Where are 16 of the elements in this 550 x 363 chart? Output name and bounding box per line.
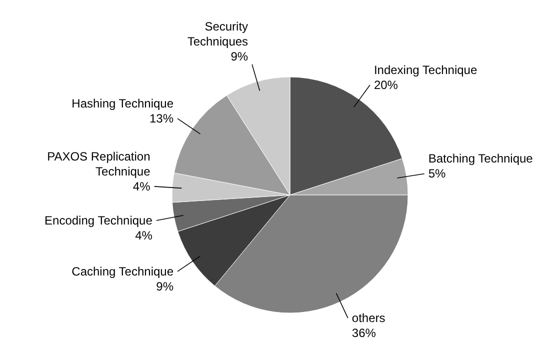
data-label: 20% (374, 78, 398, 92)
slice-label: Security Techniques (187, 19, 248, 48)
data-label: 9% (230, 49, 248, 64)
slice-label: Indexing Technique (374, 62, 478, 77)
data-label: 9% (156, 279, 174, 294)
data-label: 36% (352, 326, 376, 340)
data-label: 5% (428, 166, 446, 181)
data-label: 4% (132, 179, 151, 194)
data-label: 13% (149, 112, 174, 126)
data-label: 4% (135, 228, 153, 242)
slice-label: Encoding Technique (44, 213, 153, 228)
slice-label: Batching Technique (428, 152, 534, 166)
slice-label: Caching Technique (72, 264, 174, 278)
slice-label: Hashing Technique (72, 96, 174, 111)
slice-label: others (352, 311, 386, 326)
slice-label: PAXOS Replication Technique (47, 149, 151, 178)
